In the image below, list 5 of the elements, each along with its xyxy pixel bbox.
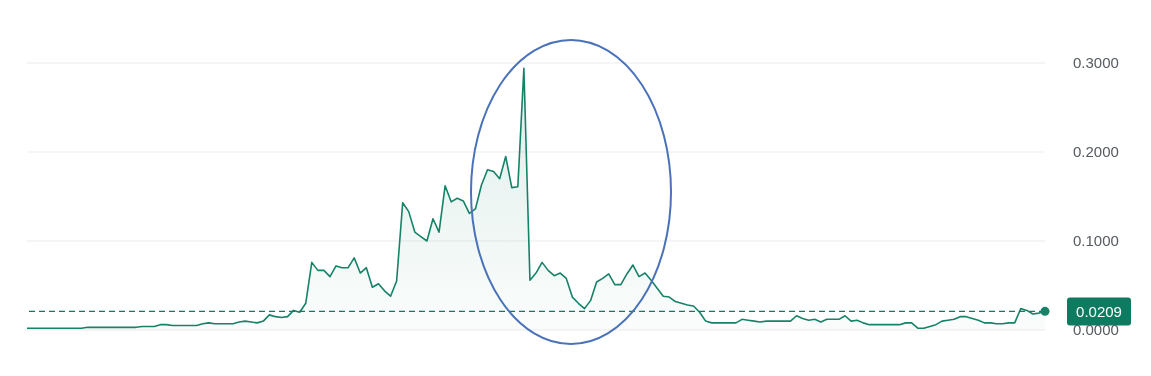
y-tick-label: 0.1000 [1073, 232, 1119, 250]
y-tick-label: 0.0000 [1073, 321, 1119, 339]
y-tick-label: 0.2000 [1073, 143, 1119, 161]
y-tick-label: 0.3000 [1073, 54, 1119, 72]
ref-line-label: 0.0209 [1076, 302, 1122, 320]
